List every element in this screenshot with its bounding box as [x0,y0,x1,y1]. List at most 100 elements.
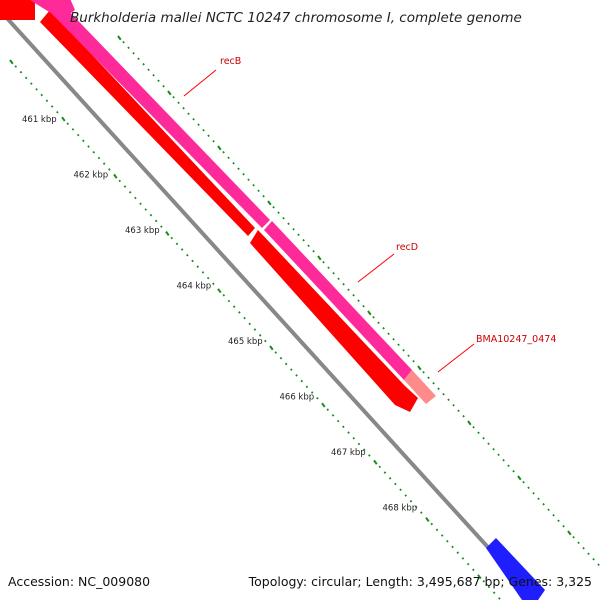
outer-ruler-tick [357,299,360,303]
outer-ruler-tick [597,563,600,567]
inner-ruler-tick [425,517,430,522]
inner-ruler-tick [290,368,293,371]
inner-ruler-tick [165,231,170,236]
outer-ruler-tick [142,62,145,66]
outer-ruler-tick [167,90,172,96]
inner-ruler-tick [180,248,184,251]
inner-ruler-tick [435,528,439,532]
outer-ruler-tick [532,491,535,495]
outer-ruler-tick [217,145,222,151]
outer-ruler-tick [462,414,465,418]
forward-gene-recD [264,221,412,380]
inner-ruler-tick [186,253,189,257]
callout-BMA10247_0474 [437,343,475,373]
outer-ruler-tick [117,35,122,41]
ruler-label: 468 kbp [383,504,418,514]
ruler-label: 463 kbp [125,226,160,236]
outer-ruler-tick [552,513,555,517]
inner-ruler-tick [331,414,335,417]
inner-ruler-tick [316,396,319,400]
outer-ruler-tick [492,447,495,451]
inner-ruler-tick [409,499,413,503]
inner-ruler-tick [258,334,262,337]
outer-ruler-tick [502,458,505,462]
inner-ruler-tick [321,402,326,408]
outer-ruler-tick [567,530,572,536]
outer-ruler-tick [272,205,275,209]
inner-ruler-tick [82,139,85,143]
outer-ruler-tick [322,260,325,264]
inner-ruler-tick [191,259,194,263]
inner-ruler-tick [56,110,59,114]
inner-ruler-tick [336,419,340,423]
ruler-ticks [9,35,600,600]
outer-ruler-tick [257,189,260,193]
ruler-label: 467 kbp [331,448,366,458]
ruler-label: 464 kbp [177,282,212,292]
inner-ruler-tick [394,482,397,486]
outer-ruler-tick [352,293,355,297]
inner-ruler-tick [160,225,163,228]
outer-ruler-tick [497,453,500,457]
inner-ruler-tick [342,425,345,429]
inner-ruler-tick [253,328,257,331]
inner-ruler-tick [123,185,127,188]
outer-ruler-tick [232,161,235,165]
outer-ruler-tick [572,535,575,539]
inner-ruler-tick [30,82,33,85]
reverse-gene-1 [40,10,255,236]
outer-ruler-tick [162,84,165,88]
outer-ruler-tick [312,249,315,253]
inner-ruler-tick [9,59,14,65]
outer-ruler-tick [347,288,350,292]
outer-ruler-tick [247,178,250,182]
outer-ruler-tick [542,502,545,506]
outer-ruler-tick [367,310,372,316]
inner-ruler-tick [451,545,454,549]
outer-ruler-tick [417,365,422,371]
inner-ruler-tick [154,219,158,223]
outer-ruler-tick [482,436,485,440]
inner-ruler-tick [212,282,215,286]
inner-ruler-tick [149,213,153,217]
inner-ruler-tick [487,585,491,589]
inner-ruler-tick [373,459,378,465]
outer-ruler-tick [587,552,590,556]
outer-ruler-tick [452,403,455,407]
outer-ruler-tick [277,211,280,215]
outer-ruler-tick [197,123,200,127]
outer-ruler-tick [132,51,135,55]
outer-ruler-tick [382,326,385,330]
inner-ruler-tick [118,179,122,183]
inner-ruler-tick [222,293,226,297]
outer-ruler-tick [412,359,415,363]
inner-ruler-tick [472,568,475,572]
outer-ruler-tick [522,480,525,484]
inner-ruler-tick [45,99,49,103]
reverse-gene-arrow-top [0,0,35,20]
inner-ruler-tick [76,133,80,137]
inner-ruler-tick [357,442,361,446]
inner-ruler-tick [238,311,241,314]
outer-ruler-tick [537,497,540,501]
outer-ruler-tick [122,40,125,44]
inner-ruler-tick [300,379,304,383]
inner-ruler-tick [217,288,222,294]
outer-ruler-tick [137,57,140,61]
inner-ruler-tick [399,488,402,492]
inner-ruler-tick [40,93,44,97]
outer-ruler-tick [187,112,190,116]
outer-ruler-tick [467,420,472,426]
callout-recD [357,253,395,283]
inner-ruler-tick [440,534,444,537]
outer-ruler-tick [402,348,405,352]
inner-ruler-tick [466,562,470,566]
ruler-label: 462 kbp [74,171,109,181]
outer-ruler-tick [172,95,175,99]
inner-ruler-tick [134,196,137,200]
outer-ruler-tick [282,216,285,220]
ruler-label: 465 kbp [228,337,263,347]
outer-ruler-tick [397,343,400,347]
outer-ruler-tick [287,222,290,226]
